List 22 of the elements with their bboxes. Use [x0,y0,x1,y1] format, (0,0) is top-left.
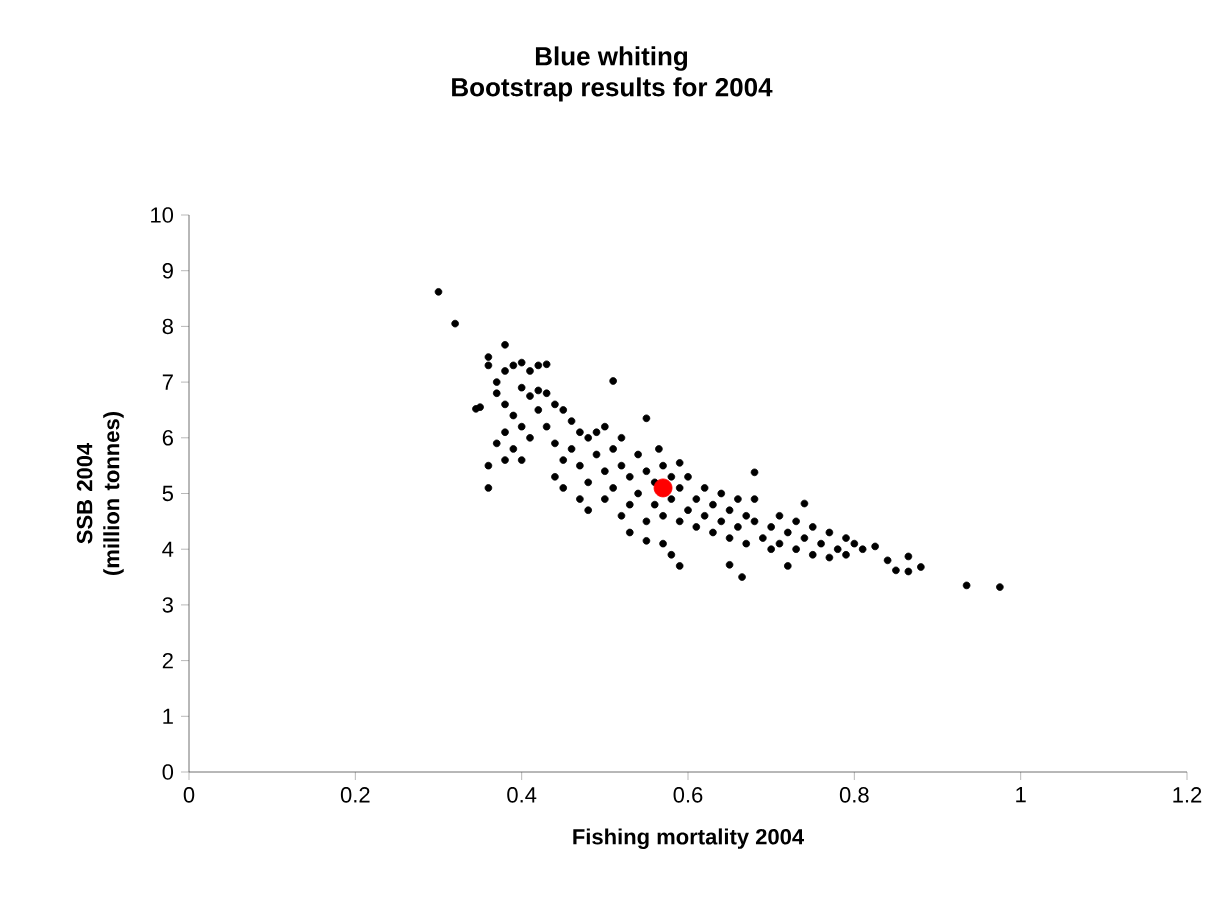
x-tick-label: 0.6 [673,787,703,803]
y-tick-label: 9 [162,262,173,279]
y-tick-label: 4 [162,541,174,557]
x-tick-label: 0.2 [340,787,370,803]
x-tick-label: 1 [1016,787,1026,803]
x-tick-label: 0 [183,787,195,803]
chart-subtitle: Bootstrap results for 2004 [452,77,773,102]
y-tick-label: 1 [163,708,173,724]
y-tick-label: 2 [162,652,173,669]
x-tick-label: 0.8 [839,787,869,803]
chart-title: Blue whiting [535,46,688,71]
y-tick-label: 6 [162,430,173,446]
y-tick-label: 7 [162,374,173,390]
x-tick-label: 1.2 [1173,787,1202,803]
y-tick-label: 0 [162,764,174,780]
y-axis-title: SSB 2004 (million tonnes) [76,412,124,575]
y-tick-label: 8 [162,318,173,335]
x-tick-label: 0.4 [507,787,537,803]
x-axis-title: Fishing mortality 2004 [573,828,805,849]
y-tick-label: 10 [151,207,174,223]
y-tick-label: 5 [162,485,173,502]
y-tick-label: 3 [162,597,173,613]
